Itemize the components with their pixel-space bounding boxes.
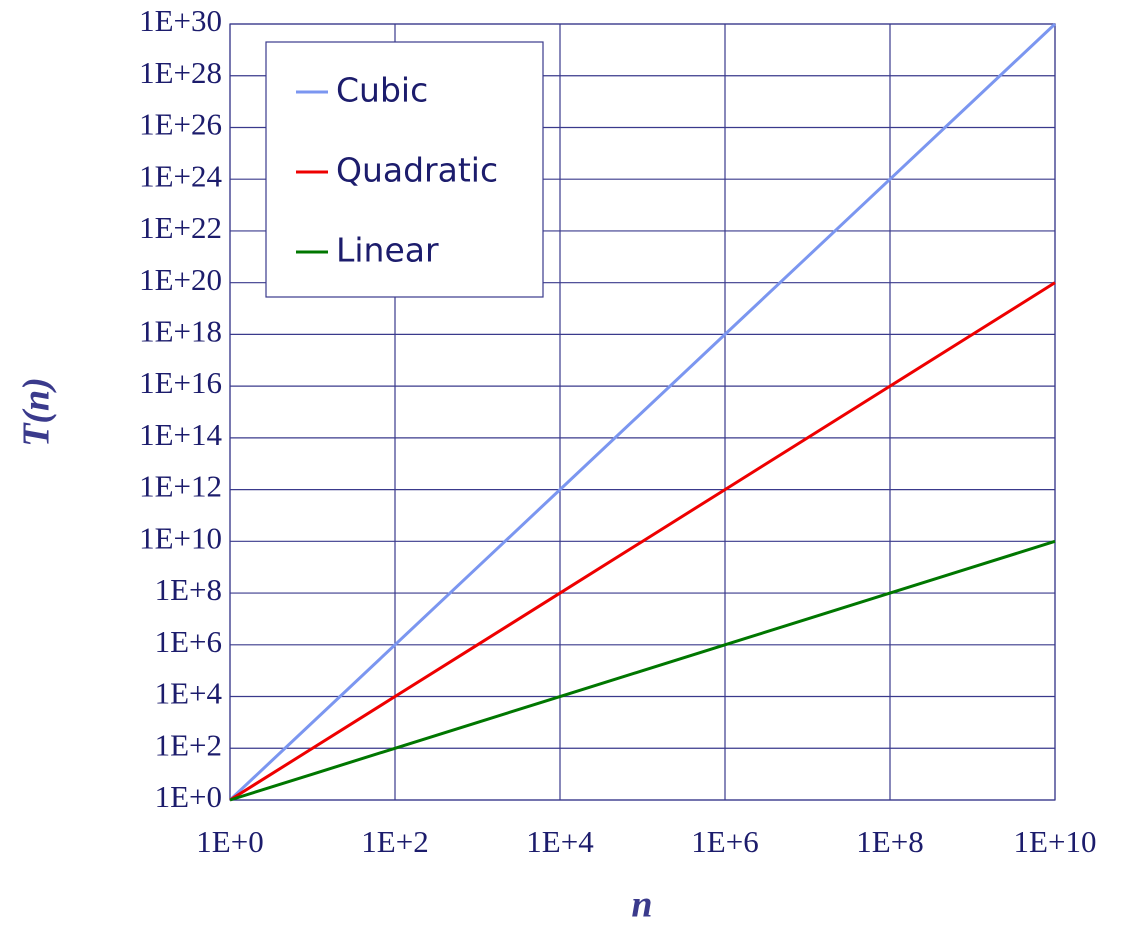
y-tick-label: 1E+24 [139, 158, 222, 193]
y-tick-label: 1E+20 [139, 262, 222, 297]
y-tick-label: 1E+26 [139, 107, 222, 142]
x-tick-label: 1E+0 [196, 824, 263, 859]
y-tick-label: 1E+8 [155, 572, 222, 607]
legend-box [265, 41, 544, 298]
y-tick-label: 1E+30 [139, 3, 222, 38]
y-tick-label: 1E+14 [139, 417, 222, 452]
series-line [229, 539, 1056, 802]
y-tick-label: 1E+18 [139, 314, 222, 349]
y-tick-label: 1E+16 [139, 365, 222, 400]
y-tick-label: 1E+0 [155, 779, 222, 814]
y-tick-label: 1E+6 [155, 624, 222, 659]
x-tick-label: 1E+4 [526, 824, 594, 859]
legend-label: Linear [336, 231, 439, 270]
plot-frame [229, 23, 1056, 801]
y-tick-label: 1E+28 [139, 55, 222, 90]
x-axis-label: n [631, 884, 652, 926]
y-tick-label: 1E+22 [139, 210, 222, 245]
series-line [228, 22, 1057, 802]
series-line [229, 281, 1056, 802]
legend-label: Cubic [336, 71, 428, 110]
x-tick-label: 1E+6 [691, 824, 758, 859]
legend-label: Quadratic [336, 151, 498, 190]
x-tick-label: 1E+10 [1014, 824, 1097, 859]
y-tick-label: 1E+12 [139, 469, 222, 504]
y-tick-label: 1E+10 [139, 520, 222, 555]
y-tick-label: 1E+4 [155, 676, 223, 711]
y-tick-label: 1E+2 [155, 727, 222, 762]
y-axis-label: T(n) [16, 377, 58, 447]
x-tick-label: 1E+2 [361, 824, 428, 859]
x-tick-label: 1E+8 [856, 824, 923, 859]
